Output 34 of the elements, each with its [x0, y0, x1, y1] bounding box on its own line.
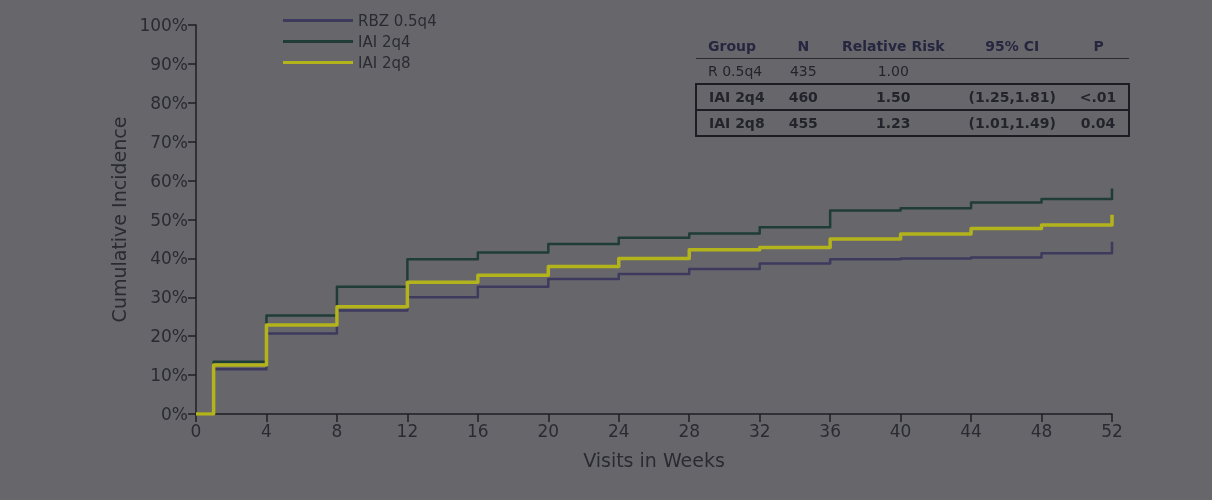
- x-tick-label: 0: [190, 420, 202, 441]
- y-tick-label: 40%: [150, 248, 188, 269]
- y-tick-label: 10%: [150, 365, 188, 386]
- text: IAI 2q4 460 1.50 (1.25,1.81) <.01: [709, 89, 1117, 105]
- text: Group N Relative Risk 95% CI P: [708, 38, 1104, 54]
- y-tick-label: 90%: [150, 53, 188, 74]
- x-tick-label: 16: [467, 420, 489, 441]
- x-tick-label: 44: [960, 420, 982, 441]
- y-tick-label: 30%: [150, 287, 188, 308]
- x-tick-label: 52: [1101, 420, 1123, 441]
- text: IAI 2q8 455 1.23 (1.01,1.49) 0.04: [709, 115, 1116, 131]
- y-tick-label: 50%: [150, 209, 188, 230]
- x-tick-label: 24: [607, 420, 630, 441]
- y-tick-label: 80%: [150, 92, 188, 113]
- x-tick-label: 36: [819, 420, 841, 441]
- x-tick-label: 32: [748, 420, 771, 441]
- x-tick-label: 48: [1030, 420, 1053, 441]
- legend-label: RBZ 0.5q4: [358, 11, 437, 30]
- y-tick-label: 20%: [150, 326, 188, 347]
- legend-label: IAI 2q8: [358, 53, 411, 72]
- x-tick-label: 4: [261, 420, 272, 441]
- x-tick-label: 12: [396, 420, 419, 441]
- x-tick-label: 20: [537, 420, 560, 441]
- y-tick-label: 0%: [161, 404, 188, 424]
- x-tick-label: 28: [678, 420, 701, 441]
- x-tick-label: 40: [889, 420, 912, 441]
- x-tick-label: 8: [331, 420, 343, 441]
- y-tick-label: 60%: [150, 170, 188, 191]
- y-tick-label: 70%: [150, 131, 188, 152]
- x-axis-title: Visits in Weeks: [583, 448, 725, 471]
- y-axis-title: Cumulative Incidence: [108, 116, 130, 323]
- y-tick-label: 100%: [139, 15, 188, 35]
- legend-label: IAI 2q4: [358, 32, 411, 51]
- text: R 0.5q4 435 1.00: [708, 63, 909, 79]
